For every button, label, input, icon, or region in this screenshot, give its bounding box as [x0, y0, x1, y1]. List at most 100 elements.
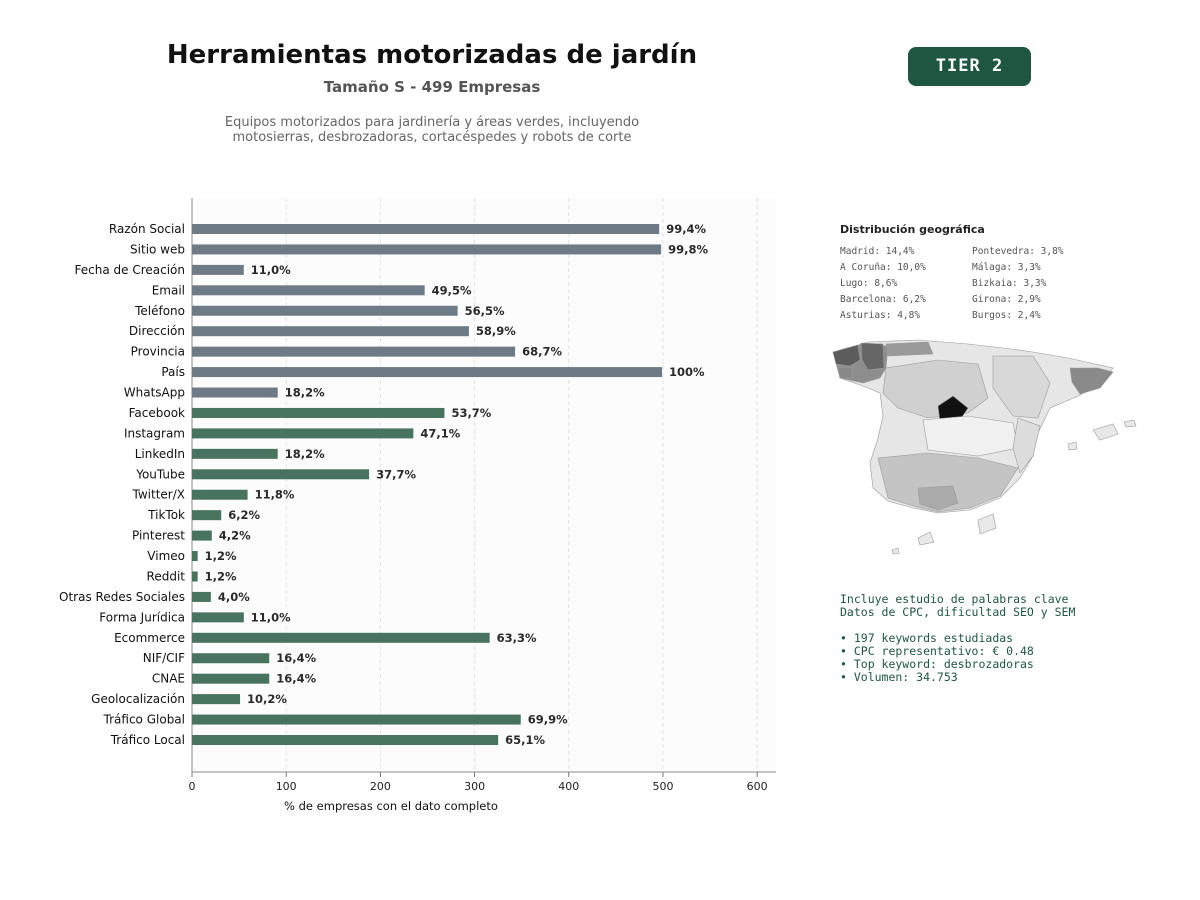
map-region-baleares — [1092, 423, 1119, 441]
bar-value-label: 10,2% — [247, 692, 287, 706]
keyword-info: Incluye estudio de palabras clave Datos … — [840, 593, 1075, 684]
map-region-menorca — [1123, 419, 1137, 428]
bar — [192, 407, 445, 418]
category-label: Ecommerce — [114, 631, 185, 645]
category-label: YouTube — [135, 467, 185, 481]
category-label: Email — [152, 283, 185, 297]
bar-value-label: 4,0% — [218, 590, 250, 604]
x-tick-label: 400 — [558, 780, 579, 793]
bar-value-label: 1,2% — [205, 549, 237, 563]
keyword-line-1: Incluye estudio de palabras clave — [840, 592, 1069, 606]
bar — [192, 469, 370, 480]
bar-value-label: 100% — [669, 365, 705, 379]
bar — [192, 510, 222, 521]
bar — [192, 489, 248, 500]
bar-value-label: 11,0% — [251, 610, 291, 624]
map-region-castilla-mancha — [922, 415, 1019, 457]
tier-badge: TIER 2 — [908, 47, 1031, 86]
map-region-canarias-east — [977, 513, 997, 535]
geo-item: Asturias: 4,8% — [840, 310, 921, 321]
page-title: Herramientas motorizadas de jardín — [166, 40, 698, 70]
category-label: WhatsApp — [124, 386, 185, 400]
bar — [192, 694, 241, 705]
category-label: TikTok — [147, 508, 185, 522]
category-label: Dirección — [129, 324, 185, 338]
category-label: Vimeo — [147, 549, 185, 563]
bar — [192, 530, 212, 541]
keyword-bullet-4: • Volumen: 34.753 — [840, 670, 958, 684]
bar — [192, 714, 521, 725]
bar-value-label: 68,7% — [522, 345, 562, 359]
map-region-a-coruna — [832, 344, 861, 367]
spain-map — [832, 339, 1137, 555]
category-label: Otras Redes Sociales — [59, 590, 185, 604]
bar-value-label: 47,1% — [420, 426, 460, 440]
category-label: Forma Jurídica — [99, 610, 185, 624]
geo-item: Madrid: 14,4% — [840, 246, 915, 257]
bar — [192, 428, 414, 439]
x-tick-label: 300 — [464, 780, 485, 793]
map-region-pontevedra — [837, 366, 853, 379]
geo-item: Pontevedra: 3,8% — [972, 246, 1064, 257]
category-label: Sitio web — [130, 242, 185, 256]
x-tick-label: 100 — [276, 780, 297, 793]
map-region-aragon — [992, 355, 1051, 419]
bar-value-label: 11,0% — [251, 263, 291, 277]
map-region-lugo — [860, 342, 885, 371]
description: Equipos motorizados para jardinería y ár… — [182, 115, 682, 145]
map-region-barcelona — [1069, 367, 1114, 395]
geo-item: Burgos: 2,4% — [972, 310, 1041, 321]
page-subtitle: Tamaño S - 499 Empresas — [323, 78, 541, 96]
bar — [192, 632, 490, 643]
category-label: Geolocalización — [91, 692, 185, 706]
bar — [192, 387, 278, 398]
bar-value-label: 69,9% — [528, 713, 568, 727]
geo-item: A Coruña: 10,0% — [840, 262, 926, 273]
bar-value-label: 18,2% — [285, 447, 325, 461]
geo-item: Lugo: 8,6% — [840, 278, 898, 289]
bar-value-label: 37,7% — [376, 467, 416, 481]
bar-value-label: 49,5% — [432, 283, 472, 297]
geo-title: Distribución geográfica — [840, 223, 985, 236]
bar-value-label: 53,7% — [451, 406, 491, 420]
map-region-valencia — [1012, 417, 1041, 474]
category-label: País — [161, 365, 185, 379]
bar — [192, 591, 211, 602]
bar-value-label: 99,8% — [668, 242, 708, 256]
description-line-2: motosierras, desbrozadoras, cortacéspede… — [232, 130, 632, 145]
bar-value-label: 65,1% — [505, 733, 545, 747]
bar-value-label: 56,5% — [465, 304, 505, 318]
map-region-canarias-west — [917, 531, 935, 546]
bar-value-label: 1,2% — [205, 569, 237, 583]
x-tick-label: 600 — [747, 780, 768, 793]
bar — [192, 571, 198, 582]
category-label: Instagram — [124, 426, 185, 440]
plot-area — [192, 198, 776, 772]
category-label: LinkedIn — [135, 447, 185, 461]
description-line-1: Equipos motorizados para jardinería y ár… — [224, 115, 640, 130]
x-tick-label: 200 — [370, 780, 391, 793]
x-axis-label: % de empresas con el dato completo — [284, 799, 498, 813]
bar — [192, 224, 660, 234]
category-label: Facebook — [129, 406, 185, 420]
category-label: Reddit — [147, 569, 186, 583]
x-tick-label: 0 — [189, 780, 196, 793]
bar — [192, 285, 425, 296]
x-tick-label: 500 — [652, 780, 673, 793]
bar-value-label: 99,4% — [666, 222, 706, 236]
bar-value-label: 63,3% — [497, 631, 537, 645]
category-label: Fecha de Creación — [75, 263, 185, 277]
category-label: Twitter/X — [132, 488, 185, 502]
bar — [192, 673, 270, 684]
bar — [192, 367, 663, 378]
map-region-canarias-small — [891, 547, 900, 555]
map-region-malaga — [917, 485, 959, 511]
category-label: Razón Social — [109, 222, 185, 236]
category-label: Pinterest — [132, 529, 185, 543]
keyword-bullet-3: • Top keyword: desbrozadoras — [840, 657, 1034, 671]
bar — [192, 346, 516, 357]
keyword-bullet-2: • CPC representativo: € 0.48 — [840, 644, 1034, 658]
keyword-line-2: Datos de CPC, dificultad SEO y SEM — [840, 605, 1076, 619]
bar-value-label: 4,2% — [219, 529, 251, 543]
bar — [192, 551, 198, 562]
